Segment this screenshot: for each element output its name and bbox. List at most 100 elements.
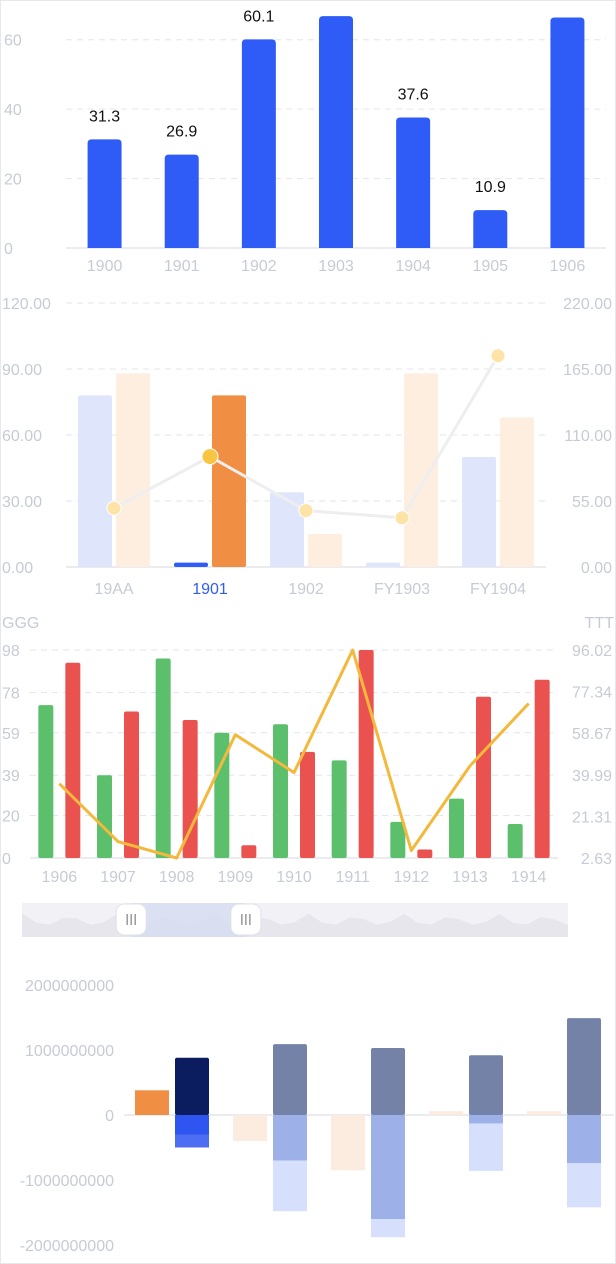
data-label: 10.9 [475,179,506,196]
x-tick-label: FY1903 [374,581,430,598]
bar-red [534,679,550,858]
x-tick-label: FY1904 [470,581,526,598]
bar-series-b-negative-outer [273,1160,307,1212]
x-tick-label: 1913 [452,869,488,886]
x-tick-label: 1909 [218,869,254,886]
bar-series-1 [462,457,496,567]
x-tick-label: 19AA [94,581,133,598]
bar-series-b-negative-inner [371,1115,405,1219]
data-label: 66.8 [320,0,351,2]
bar-series-1 [270,492,304,567]
line-point [298,503,314,519]
bar-series-2 [212,395,246,567]
green-red-bar-line-chart: GGG TTT 0 20 39 59 78 98 2.63 21.31 39.99 58.67 77.3… [2,615,615,937]
bar-series-b-negative-inner [469,1115,503,1124]
right-tick-label: 21.31 [572,809,612,826]
bar-red [65,662,81,858]
bar-series-1 [78,395,112,567]
bar [164,154,199,248]
bar [319,16,353,249]
bar-series-b-negative-inner [273,1115,307,1161]
bar-line-chart-dual-axis: 0.00 30.00 60.00 90.00 120.00 0.00 55.00 110.00… [2,296,612,598]
bar-series-b-positive [567,1018,601,1115]
bar-green [38,705,54,858]
bar-series-b-negative-outer [469,1123,503,1171]
left-tick-label: 30.00 [2,494,42,511]
bar [396,117,431,248]
bar-chart-years: 0 20 40 60 31.3 1900 26.9 1901 60.1 1902 66.8 1903 3… [4,0,606,275]
y-tick-label: 1000000000 [25,1043,114,1060]
y-tick-label: -2000000000 [20,1238,114,1255]
right-tick-label: 2.63 [581,851,612,868]
bar-series-b-negative-outer [371,1219,405,1238]
data-label: 26.9 [166,124,197,141]
bar [550,17,585,248]
x-tick-label: 1908 [159,869,195,886]
bar-red [300,751,315,858]
x-tick-label: 1902 [241,258,277,275]
left-tick-label: 120.00 [2,296,51,313]
bar-green [390,821,406,858]
left-tick-label: 90.00 [2,362,42,379]
right-tick-label: 77.34 [572,685,612,702]
bar-green [449,798,464,858]
y-tick-label: 0 [4,241,13,258]
data-label: 60.1 [243,8,274,25]
left-tick-label: 60.00 [2,428,42,445]
data-label: 37.6 [398,86,429,103]
data-label: 31.3 [89,108,120,125]
bar-red [241,845,257,858]
x-tick-label: 1905 [472,258,508,275]
bar-series-2 [308,534,342,567]
stacked-pos-neg-bar-chart: -2000000000 -1000000000 0 1000000000 2000000… [20,978,614,1255]
y-tick-label: 20 [4,172,22,189]
x-tick-label: 1902 [288,581,324,598]
bar-red [358,650,374,858]
right-tick-label: 165.00 [563,362,612,379]
bar-series-a [527,1111,561,1115]
right-tick-label: 39.99 [572,768,612,785]
x-tick-label: 1906 [42,869,78,886]
datazoom-window [131,903,246,937]
right-tick-label: 96.02 [572,643,612,660]
bar-red [417,849,433,858]
x-tick-label: 1901 [164,258,200,275]
y-tick-label: 60 [4,33,22,50]
x-tick-label: 1911 [335,869,370,886]
y-tick-label: -1000000000 [20,1173,114,1190]
line-series [113,355,500,520]
bar-series-b-negative-inner [567,1115,601,1164]
bar-green [214,732,230,858]
bar-series-b-negative-outer [567,1163,601,1208]
bar-series-2 [500,417,534,567]
x-tick-label: 1907 [100,869,136,886]
data-label: 66.4 [552,0,583,3]
right-tick-label: 0.00 [581,560,612,577]
x-tick-label: 1910 [276,869,312,886]
bar-series-a [331,1115,365,1171]
bar-series-a [429,1111,463,1115]
y-tick-label: 2000000000 [25,978,114,995]
bar-series-b-positive [175,1057,209,1115]
bar-series-b-positive [469,1055,503,1115]
right-axis-name: TTT [585,615,615,632]
bar [473,210,508,248]
bar-series-2 [116,373,150,567]
right-tick-label: 55.00 [572,494,612,511]
bar-series-1 [174,562,208,567]
x-tick-label: 1903 [318,258,354,275]
left-tick-label: 39 [2,768,20,785]
left-tick-label: 0.00 [2,560,33,577]
left-tick-label: 20 [2,809,20,826]
bar-green [331,760,347,858]
x-tick-label: 1906 [550,258,586,275]
bar-red [476,696,491,858]
line-series [58,648,530,860]
bar-green [97,775,112,858]
bar-series-b-negative-outer [175,1134,209,1148]
line-point [201,448,219,466]
bar [87,139,122,248]
x-tick-label: 1904 [395,258,431,275]
x-tick-label: 1901 [192,581,228,598]
x-tick-label: 1914 [511,869,547,886]
